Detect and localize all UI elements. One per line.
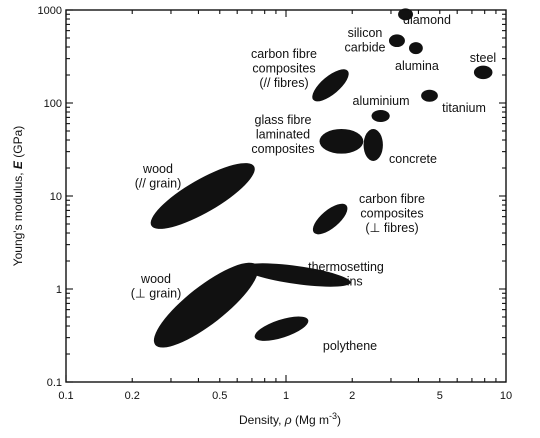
material-label-line: laminated bbox=[256, 128, 310, 142]
material-region-concrete bbox=[363, 128, 383, 161]
y-axis-unit: (GPa) bbox=[11, 126, 25, 161]
x-tick-label: 0.2 bbox=[125, 390, 140, 402]
labels-layer: diamond silicon carbide alumina steel titaniu… bbox=[131, 13, 496, 353]
material-region-alumina bbox=[409, 42, 423, 55]
y-tick-label: 100 bbox=[44, 98, 62, 110]
material-region-carbon-fibre-composites-fibres bbox=[312, 69, 349, 102]
material-label: concrete bbox=[389, 152, 437, 166]
x-axis-title: Density, ρ (Mg m-3) bbox=[239, 411, 341, 427]
material-label: carbon fibre composites (// fibres) bbox=[251, 47, 317, 90]
y-tick-label: 10 bbox=[50, 191, 62, 203]
material-label: thermosetting resins bbox=[308, 260, 384, 289]
material-label-line: carbide bbox=[345, 41, 386, 55]
x-axis-unit-close: ) bbox=[337, 413, 341, 427]
y-axis-title: Young's modulus, E (GPa) bbox=[11, 126, 25, 267]
material-label: wood (// grain) bbox=[135, 162, 182, 191]
material-label-line: wood bbox=[142, 162, 173, 176]
y-tick-label: 0.1 bbox=[47, 377, 62, 389]
material-label-line: alumina bbox=[395, 59, 439, 73]
material-region-aluminium bbox=[371, 110, 390, 123]
ticks-layer: 0.1 0.2 0.5 1 2 5 10 0.1 1 10 100 1000 bbox=[38, 5, 513, 402]
material-label-line: (// grain) bbox=[135, 177, 182, 191]
material-label-line: silicon bbox=[348, 26, 383, 40]
x-tick-label: 2 bbox=[349, 390, 355, 402]
x-tick-label: 0.5 bbox=[212, 390, 227, 402]
material-label: alumina bbox=[395, 59, 439, 73]
x-tick-label: 0.1 bbox=[58, 390, 73, 402]
x-axis-title-prefix: Density, bbox=[239, 413, 285, 427]
material-region-titanium bbox=[421, 89, 438, 102]
material-label-line: carbon fibre bbox=[359, 192, 425, 206]
material-label-line: aluminium bbox=[353, 94, 410, 108]
material-label-line: composites bbox=[252, 62, 315, 76]
material-label-line: (⊥ fibres) bbox=[365, 221, 418, 235]
material-label-line: (⊥ grain) bbox=[131, 287, 181, 301]
material-label: carbon fibre composites (⊥ fibres) bbox=[359, 192, 425, 235]
y-tick-label: 1000 bbox=[38, 5, 62, 17]
x-tick-label: 5 bbox=[437, 390, 443, 402]
material-label: glass fibre laminated composites bbox=[251, 113, 314, 156]
material-label-line: concrete bbox=[389, 152, 437, 166]
material-label: polythene bbox=[323, 339, 377, 353]
material-label-line: steel bbox=[470, 51, 496, 65]
material-label: titanium bbox=[442, 101, 486, 115]
material-label-line: composites bbox=[251, 142, 314, 156]
material-label: diamond bbox=[403, 13, 451, 27]
material-label-line: polythene bbox=[323, 339, 377, 353]
material-label: steel bbox=[470, 51, 496, 65]
material-region-glass-fibre-laminated-composites bbox=[319, 128, 364, 154]
material-label: silicon carbide bbox=[345, 26, 386, 55]
material-label-line: diamond bbox=[403, 13, 451, 27]
x-axis-symbol: ρ bbox=[284, 413, 292, 427]
material-region-diamond bbox=[398, 8, 414, 21]
material-label: wood (⊥ grain) bbox=[131, 272, 181, 301]
material-label-line: titanium bbox=[442, 101, 486, 115]
material-region-polythene bbox=[254, 316, 309, 341]
y-tick-label: 1 bbox=[56, 284, 62, 296]
material-label-line: wood bbox=[140, 272, 171, 286]
y-axis-title-prefix: Young's modulus, bbox=[11, 169, 25, 266]
y-axis-symbol: E bbox=[11, 160, 25, 169]
material-label: aluminium bbox=[353, 94, 410, 108]
material-label-line: thermosetting bbox=[308, 260, 384, 274]
material-label-line: glass fibre bbox=[255, 113, 312, 127]
material-region-wood-grain-2 bbox=[153, 262, 259, 348]
material-region-steel bbox=[473, 65, 493, 80]
material-label-line: resins bbox=[329, 275, 362, 289]
x-tick-label: 10 bbox=[500, 390, 512, 402]
material-label-line: carbon fibre bbox=[251, 47, 317, 61]
material-label-line: (// fibres) bbox=[259, 76, 308, 90]
material-region-thermosetting-resins bbox=[242, 263, 351, 287]
blobs-layer bbox=[150, 8, 493, 348]
x-axis-unit-sup: -3 bbox=[329, 411, 337, 421]
material-region-silicon-carbide bbox=[388, 34, 405, 48]
x-tick-label: 1 bbox=[283, 390, 289, 402]
x-axis-unit: (Mg m bbox=[292, 413, 329, 427]
material-region-wood-grain bbox=[150, 163, 255, 229]
material-label-line: composites bbox=[360, 207, 423, 221]
material-region-carbon-fibre-composites-fibres-2 bbox=[312, 203, 348, 235]
